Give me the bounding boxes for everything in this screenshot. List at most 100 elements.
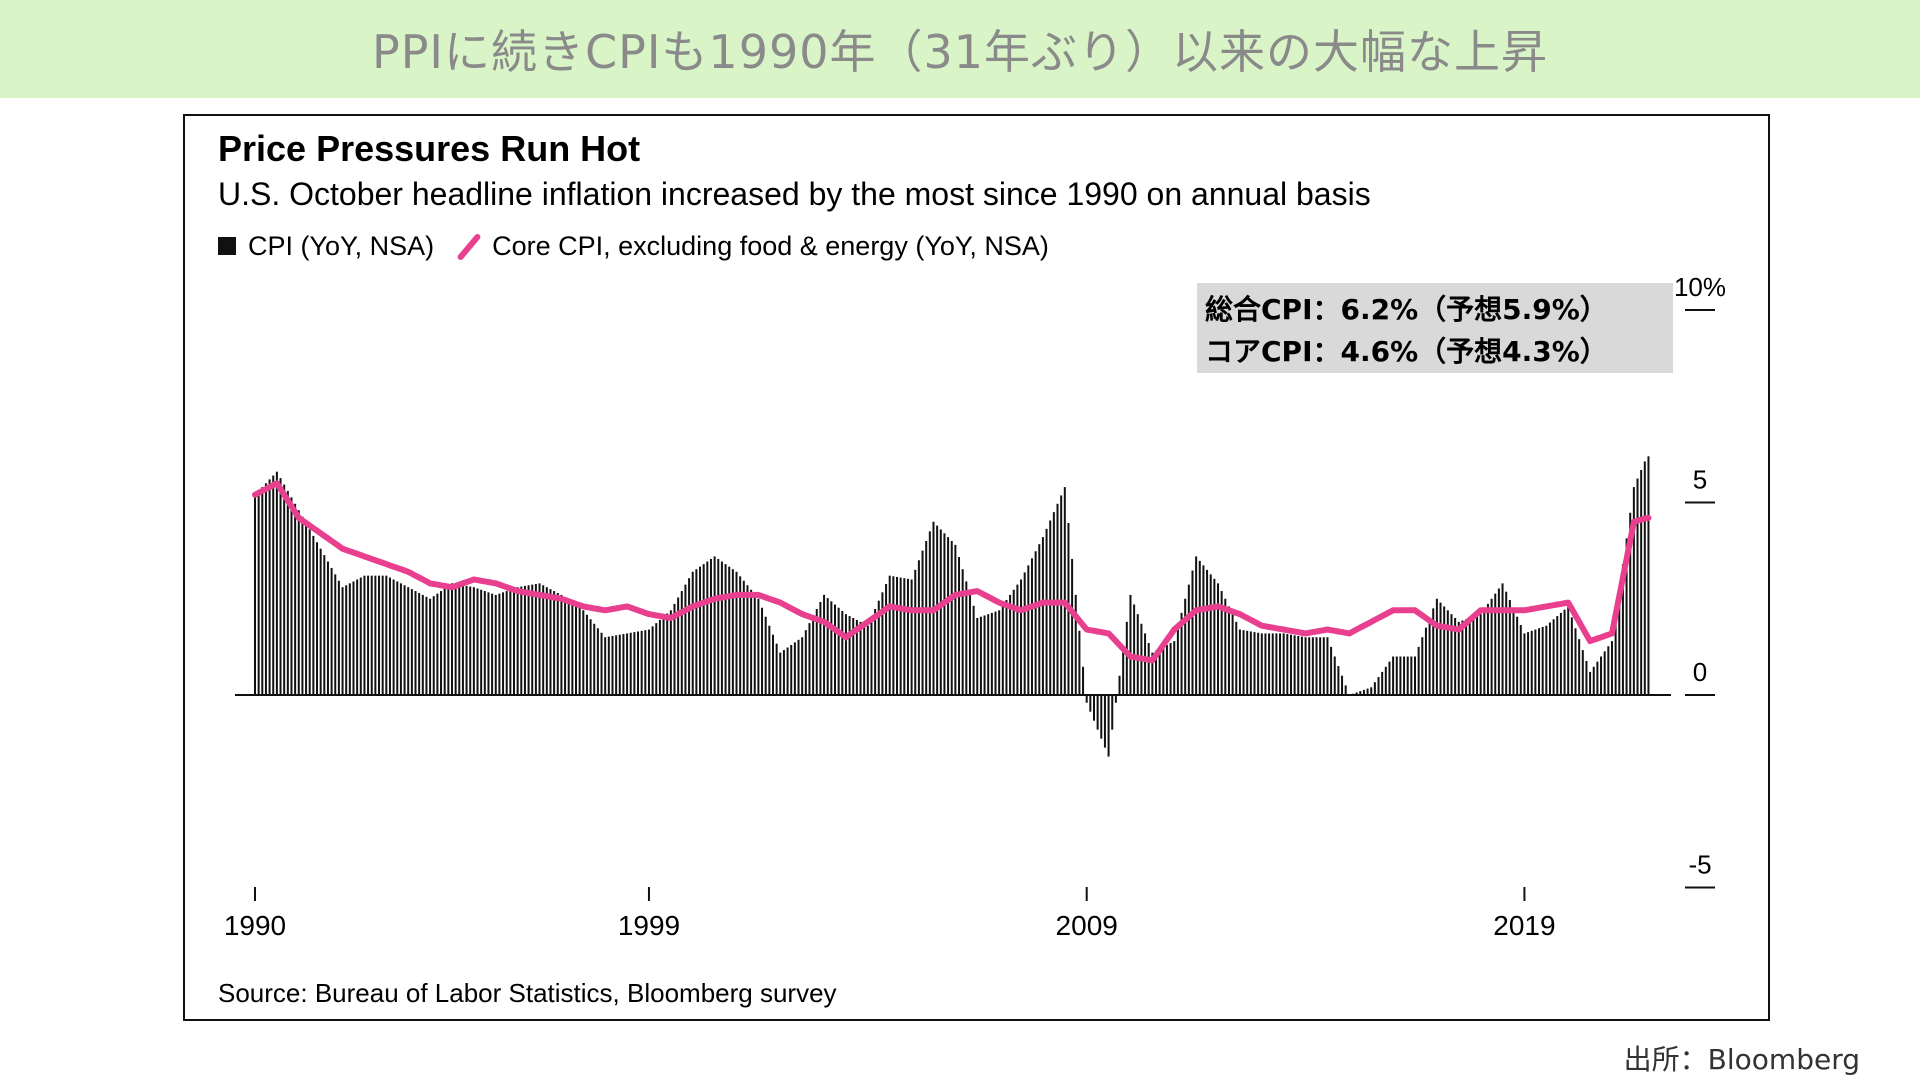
cpi-bar (655, 623, 658, 695)
cpi-bar (888, 575, 891, 695)
cpi-bar (1268, 633, 1271, 695)
cpi-bar (403, 585, 406, 695)
cpi-bar (1538, 628, 1541, 695)
cpi-bar (319, 548, 322, 695)
cpi-bar (629, 632, 632, 695)
annotation-core: コアCPI：4.6%（予想4.3%） (1205, 335, 1608, 368)
cpi-bar (1085, 695, 1088, 703)
cpi-bar (458, 584, 461, 695)
cpi-bar (1486, 603, 1489, 695)
cpi-bar (1107, 695, 1110, 757)
cpi-bar (1519, 625, 1522, 695)
cpi-bar (498, 593, 501, 695)
cpi-bar (852, 618, 855, 695)
cpi-bar (1249, 631, 1252, 695)
cpi-bar (1596, 661, 1599, 695)
cpi-bar (483, 591, 486, 695)
cpi-bar (1450, 614, 1453, 695)
cpi-bar (1355, 692, 1358, 695)
cpi-bar (1180, 612, 1183, 695)
cpi-bar (1403, 656, 1406, 695)
cpi-bar (1169, 643, 1172, 695)
cpi-bar (1191, 570, 1194, 695)
cpi-bar (538, 583, 541, 695)
cpi-bar (1424, 627, 1427, 695)
cpi-bar (761, 607, 764, 695)
cpi-bar (1435, 598, 1438, 695)
cpi-bar (1432, 608, 1435, 695)
cpi-bar (1275, 633, 1278, 695)
cpi-bar (560, 594, 563, 695)
cpi-bar (1089, 695, 1092, 712)
cpi-bar (669, 610, 672, 695)
cpi-bar (958, 557, 961, 695)
cpi-bar (717, 558, 720, 695)
cpi-bar (1184, 598, 1187, 695)
title-banner: PPIに続きCPIも1990年（31年ぶり）以来の大幅な上昇 (0, 0, 1920, 98)
cpi-bar (728, 566, 731, 695)
cpi-bar (1147, 643, 1150, 695)
cpi-bar (651, 626, 654, 695)
cpi-bar (1636, 478, 1639, 695)
cpi-bar (1479, 614, 1482, 695)
cpi-bar (1647, 456, 1650, 695)
cpi-bar (1516, 616, 1519, 695)
cpi-bar (1472, 616, 1475, 695)
cpi-bar (1530, 630, 1533, 695)
cpi-bar (1621, 564, 1624, 695)
cpi-bar (1541, 626, 1544, 695)
cpi-bar (1384, 666, 1387, 695)
cpi-bar (947, 537, 950, 695)
cpi-bar (447, 585, 450, 695)
cpi-bar (476, 588, 479, 695)
cpi-bar (348, 583, 351, 695)
cpi-bar (1373, 682, 1376, 695)
cpi-bar (768, 625, 771, 695)
cpi-bar (699, 566, 702, 695)
cpi-bar (553, 591, 556, 695)
cpi-bar (1490, 598, 1493, 695)
cpi-bar (564, 597, 567, 695)
cpi-bar (1392, 656, 1395, 695)
cpi-bar (972, 605, 975, 695)
cpi-bar (1457, 621, 1460, 695)
cpi-bar (1260, 633, 1263, 695)
cpi-bar (261, 487, 264, 695)
cpi-bar (425, 596, 428, 695)
cpi-bar (1545, 625, 1548, 695)
cpi-bar (1370, 687, 1373, 695)
cpi-bar (556, 592, 559, 695)
cpi-bar (684, 584, 687, 695)
cpi-bar (1144, 633, 1147, 695)
cpi-bar (1005, 600, 1008, 695)
cpi-bar (1103, 695, 1106, 748)
x-tick-label: 2009 (1056, 910, 1118, 941)
cpi-bar (976, 618, 979, 695)
cpi-bar (1439, 602, 1442, 695)
cpi-bar (1366, 688, 1369, 695)
cpi-bar (516, 587, 519, 695)
cpi-bar (1198, 560, 1201, 695)
cpi-bar (742, 580, 745, 695)
cpi-bar (1421, 637, 1424, 695)
cpi-bar (429, 598, 432, 695)
x-tick-label: 1990 (224, 910, 286, 941)
cpi-bar (1589, 671, 1592, 695)
cpi-bar (680, 591, 683, 695)
banner-title: PPIに続きCPIも1990年（31年ぶり）以来の大幅な上昇 (371, 25, 1549, 79)
cpi-bar (844, 614, 847, 695)
cpi-bar (1643, 461, 1646, 695)
cpi-bar (407, 587, 410, 695)
cpi-bar (1548, 622, 1551, 695)
cpi-bar (472, 587, 475, 695)
cpi-bar (294, 503, 297, 695)
cpi-bar (1625, 538, 1628, 695)
cpi-bar (578, 607, 581, 695)
cpi-bar (593, 623, 596, 695)
cpi-bar (757, 598, 760, 695)
cpi-bar (286, 490, 289, 695)
cpi-bar (713, 556, 716, 695)
cpi-bar (1231, 614, 1234, 695)
cpi-bar (494, 594, 497, 695)
cpi-bar (1556, 616, 1559, 695)
